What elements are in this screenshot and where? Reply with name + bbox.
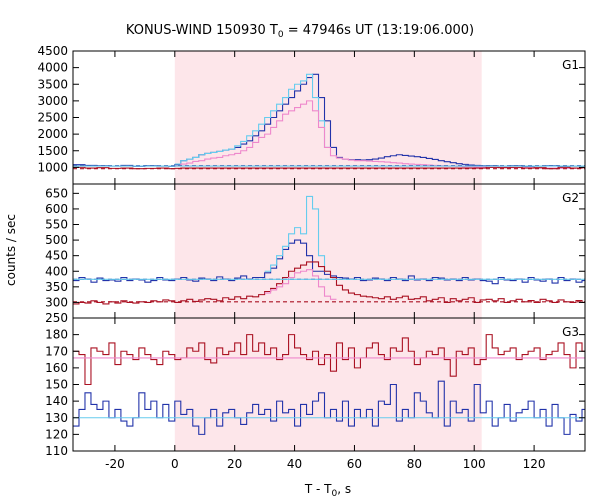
y-tick-label-G3: 140 bbox=[45, 394, 68, 408]
series-G2-pink_spike bbox=[264, 269, 337, 300]
x-axis-label: T - T0, s bbox=[304, 482, 351, 499]
x-tick-label: 0 bbox=[171, 457, 179, 471]
panel-G3: 110 120 130 140 150 160 170 180 G3 bbox=[45, 317, 586, 458]
y-tick-label-G1: 2000 bbox=[37, 127, 68, 141]
y-tick-label-G3: 150 bbox=[45, 378, 68, 392]
x-tick-label: 80 bbox=[407, 457, 422, 471]
x-tick-label: 60 bbox=[347, 457, 362, 471]
panel-G1: 1000 1500 2000 2500 3000 3500 4000 4500 G1 bbox=[37, 44, 586, 185]
panels: 10001500200025003000350040004500G1250300… bbox=[37, 44, 586, 471]
shaded-interval bbox=[174, 51, 482, 451]
series-G1-g1_hard bbox=[174, 73, 331, 165]
y-tick-label-G1: 2500 bbox=[37, 111, 68, 125]
y-tick-label-G3: 110 bbox=[45, 444, 68, 458]
y-tick-label-G1: 1500 bbox=[37, 144, 68, 158]
y-tick-label-G2: 450 bbox=[45, 249, 68, 263]
x-tick-label: 40 bbox=[287, 457, 302, 471]
panel-label-G2: G2 bbox=[562, 191, 579, 205]
panel-label-G3: G3 bbox=[562, 325, 579, 339]
y-tick-label-G2: 650 bbox=[45, 186, 68, 200]
chart-title-rest: = 47946s UT (13:19:06.000) bbox=[284, 23, 474, 38]
y-tick-label-G3: 160 bbox=[45, 361, 68, 375]
x-axis-label-main: T - T bbox=[304, 482, 332, 496]
panel-label-G1: G1 bbox=[562, 58, 579, 72]
y-tick-label-G1: 4500 bbox=[37, 44, 68, 58]
chart-title: KONUS-WIND 150930 T0 = 47946s UT (13:19:… bbox=[126, 23, 474, 40]
y-tick-label-G3: 180 bbox=[45, 328, 68, 342]
y-tick-label-G1: 3000 bbox=[37, 94, 68, 108]
y-tick-label-G3: 130 bbox=[45, 411, 68, 425]
x-tick-label: 100 bbox=[463, 457, 486, 471]
x-axis-label-sub: 0 bbox=[332, 489, 338, 499]
y-tick-label-G2: 600 bbox=[45, 202, 68, 216]
y-tick-label-G2: 550 bbox=[45, 218, 68, 232]
y-axis-label: counts / sec bbox=[4, 214, 18, 286]
y-tick-label-G2: 300 bbox=[45, 295, 68, 309]
y-tick-label-G3: 120 bbox=[45, 427, 68, 441]
series-G2-light_blue_spike bbox=[264, 195, 331, 272]
y-tick-label-G2: 500 bbox=[45, 233, 68, 247]
x-tick-label: 120 bbox=[523, 457, 546, 471]
y-tick-label-G2: 250 bbox=[45, 311, 68, 325]
y-tick-label-G3: 170 bbox=[45, 344, 68, 358]
x-tick-label: -20 bbox=[105, 457, 125, 471]
chart-title-main: KONUS-WIND 150930 T bbox=[126, 23, 278, 38]
x-tick-label: 20 bbox=[227, 457, 242, 471]
chart-title-sub: 0 bbox=[278, 30, 284, 40]
series-G3-red bbox=[73, 334, 585, 386]
y-tick-label-G2: 350 bbox=[45, 280, 68, 294]
y-tick-label-G1: 4000 bbox=[37, 61, 68, 75]
y-tick-label-G2: 400 bbox=[45, 264, 68, 278]
y-tick-label-G1: 3500 bbox=[37, 77, 68, 91]
series-G2-total bbox=[73, 239, 585, 285]
x-axis-label-rest: , s bbox=[337, 482, 351, 496]
y-tick-label-G1: 1000 bbox=[37, 160, 68, 174]
